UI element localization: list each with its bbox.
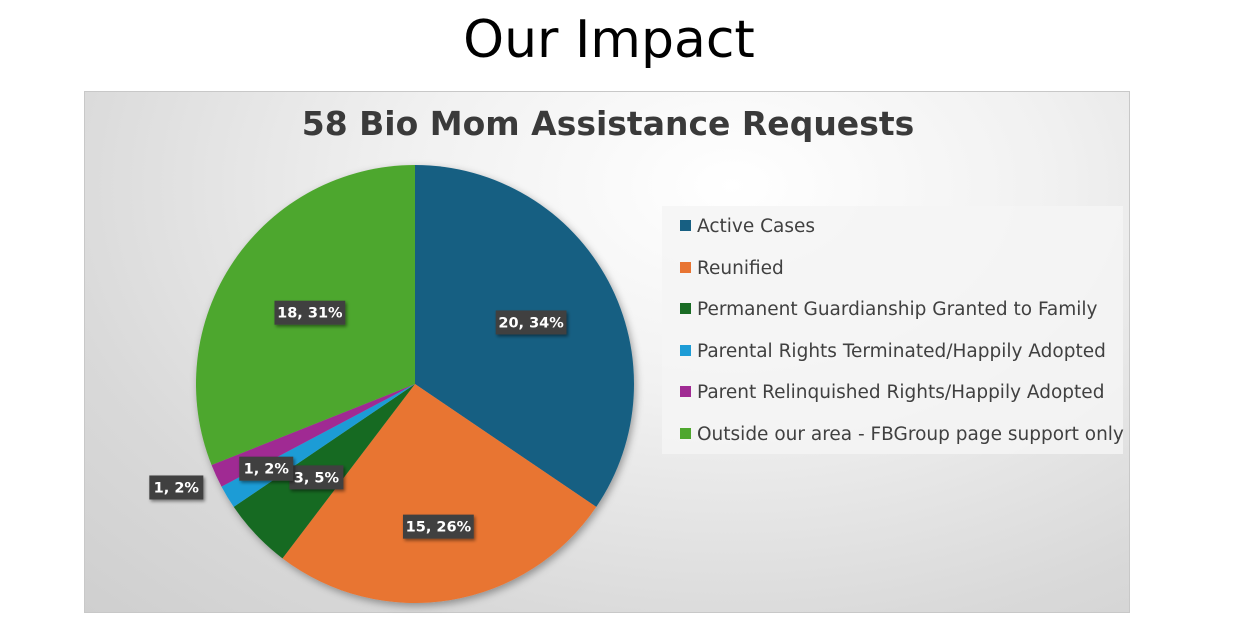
chart-area: 58 Bio Mom Assistance Requests 20, 34% 15… xyxy=(84,91,1130,613)
data-label-box xyxy=(274,300,346,325)
data-label-permanent-guardianship-granted-to-family: 3, 5% xyxy=(289,465,344,490)
legend-item-permanent-guardianship-granted-to-family: Permanent Guardianship Granted to Family xyxy=(680,299,1097,321)
legend-label: Parental Rights Terminated/Happily Adopt… xyxy=(697,340,1106,362)
legend-swatch xyxy=(680,303,691,314)
data-label-reunified: 15, 26% xyxy=(402,514,474,539)
legend-swatch xyxy=(680,261,691,273)
legend-item-active-cases: Active Cases xyxy=(680,216,815,238)
data-label-box xyxy=(239,456,294,481)
legend-label: Permanent Guardianship Granted to Family xyxy=(697,299,1098,320)
pie-chart: 20, 34%15, 26%3, 5%1, 2%1, 2%18, 31% xyxy=(149,165,634,603)
legend-item-parent-relinquished-rights-happily-adopted: Parent Relinquished Rights/Happily Adopt… xyxy=(680,382,1104,404)
data-label-text: 18, 31% xyxy=(277,306,343,322)
chart-title: 58 Bio Mom Assistance Requests xyxy=(301,104,915,143)
data-label-box xyxy=(289,465,344,490)
data-label-box xyxy=(149,475,204,500)
data-label-text: 20, 34% xyxy=(498,315,564,331)
data-label-text: 1, 2% xyxy=(154,480,200,496)
data-label-text: 15, 26% xyxy=(406,520,472,536)
data-label-parental-rights-terminated-happily-adopted: 1, 2% xyxy=(239,456,294,481)
legend-label: Active Cases xyxy=(697,216,816,237)
pie-slice-reunified xyxy=(282,384,597,603)
slide-title: Our Impact xyxy=(463,10,755,70)
data-label-box xyxy=(402,514,474,539)
legend-item-outside-our-area-fbgroup-page-support-only: Outside our area - FBGroup page support … xyxy=(680,424,1124,446)
legend-swatch xyxy=(680,344,691,356)
data-label-parent-relinquished-rights-happily-adopted: 1, 2% xyxy=(149,475,204,500)
legend-swatch xyxy=(680,220,691,231)
data-label-text: 3, 5% xyxy=(294,470,340,486)
data-label-outside-our-area-fbgroup-page-support-only: 18, 31% xyxy=(274,300,346,325)
legend-swatch xyxy=(680,386,691,397)
data-label-text: 1, 2% xyxy=(244,462,290,478)
pie-slice-active-cases xyxy=(415,165,634,507)
legend-item-parental-rights-terminated-happily-adopted: Parental Rights Terminated/Happily Adopt… xyxy=(680,341,1106,363)
legend-label: Reunified xyxy=(697,257,784,279)
legend-label: Outside our area - FBGroup page support … xyxy=(697,423,1124,445)
chart-legend: Active Cases Reunified Permanent Guardians… xyxy=(662,206,1124,454)
data-label-box xyxy=(495,310,567,335)
data-label-active-cases: 20, 34% xyxy=(495,310,567,335)
legend-label: Parent Relinquished Rights/Happily Adopt… xyxy=(697,382,1105,403)
legend-item-reunified: Reunified xyxy=(680,258,784,280)
legend-swatch xyxy=(680,427,691,439)
